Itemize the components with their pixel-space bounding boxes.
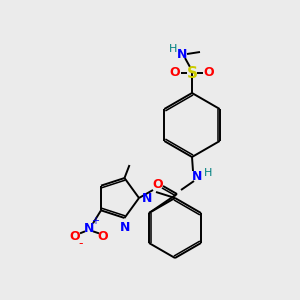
Text: N: N xyxy=(120,221,131,234)
Text: -: - xyxy=(79,237,83,250)
Text: O: O xyxy=(204,67,214,80)
Text: N: N xyxy=(142,191,152,205)
Text: O: O xyxy=(70,230,80,243)
Text: O: O xyxy=(98,230,108,243)
Text: N: N xyxy=(177,47,187,61)
Text: N: N xyxy=(84,222,94,235)
Text: H: H xyxy=(169,44,177,54)
Text: H: H xyxy=(204,168,212,178)
Text: +: + xyxy=(91,216,99,226)
Text: S: S xyxy=(187,65,197,80)
Text: O: O xyxy=(170,67,180,80)
Text: N: N xyxy=(192,169,202,182)
Text: O: O xyxy=(153,178,163,190)
